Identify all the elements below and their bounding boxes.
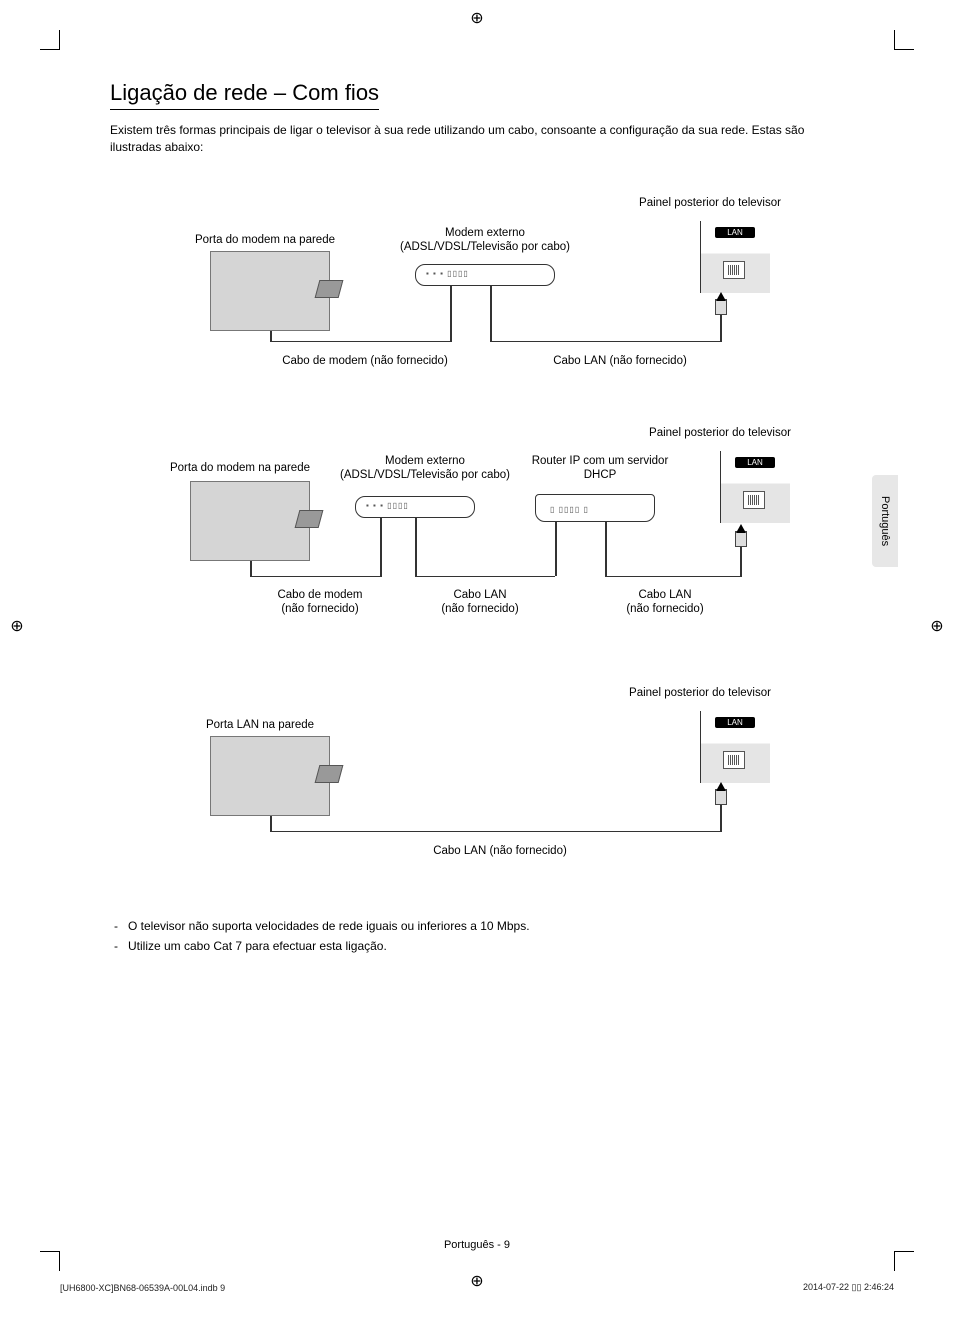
lan-jack-icon — [743, 491, 765, 509]
arrow-icon — [716, 292, 726, 301]
cable-line — [270, 831, 720, 833]
wall-port-icon — [210, 736, 330, 816]
cable-line — [740, 546, 742, 577]
registration-mark: ⊕ — [468, 1273, 486, 1291]
tv-panel-label: Painel posterior do televisor — [620, 196, 800, 210]
tv-port-icon: LAN — [700, 711, 770, 783]
cable-line — [415, 576, 555, 578]
modem-title-label: Modem externo (ADSL/VDSL/Televisão por c… — [325, 454, 525, 483]
plug-icon — [715, 299, 727, 315]
cable-line — [250, 561, 252, 576]
modem-icon — [355, 496, 475, 518]
cable-line — [555, 522, 557, 576]
cable-line — [605, 576, 740, 578]
wall-lan-port-label: Porta LAN na parede — [170, 718, 350, 732]
crop-mark — [894, 30, 914, 50]
lan-port-label: LAN — [715, 227, 755, 238]
cable-lan-label: Cabo LAN (não fornecido) — [520, 354, 720, 368]
diagram-3: Painel posterior do televisor Porta LAN … — [110, 686, 830, 866]
plug-icon — [735, 531, 747, 547]
wall-port-label: Porta do modem na parede — [140, 461, 340, 475]
registration-mark: ⊕ — [928, 618, 946, 636]
router-title-label: Router IP com um servidor DHCP — [505, 454, 695, 483]
router-icon — [535, 494, 655, 522]
registration-mark: ⊕ — [8, 618, 26, 636]
crop-mark — [40, 30, 60, 50]
note-item: O televisor não suporta velocidades de r… — [110, 916, 850, 936]
footer-page-number: Português - 9 — [0, 1239, 954, 1251]
modem-title-label: Modem externo (ADSL/VDSL/Televisão por c… — [385, 226, 585, 255]
cable-lan-label: Cabo LAN (não fornecido) — [390, 844, 610, 858]
page-title: Ligação de rede – Com fios — [110, 80, 379, 110]
diagram-2: Painel posterior do televisor Porta do m… — [110, 426, 830, 636]
tv-port-icon: LAN — [700, 221, 770, 293]
tv-panel-label: Painel posterior do televisor — [620, 426, 820, 440]
wall-port-icon — [210, 251, 330, 331]
modem-icon — [415, 264, 555, 286]
arrow-icon — [736, 524, 746, 533]
notes-list: O televisor não suporta velocidades de r… — [110, 916, 850, 957]
footer-timestamp: 2014-07-22 ▯▯ 2:46:24 — [803, 1282, 894, 1293]
crop-mark — [894, 1251, 914, 1271]
cable-line — [490, 341, 720, 343]
cable-line — [450, 286, 452, 341]
lan-jack-icon — [723, 751, 745, 769]
wall-port-icon — [190, 481, 310, 561]
cable-line — [490, 286, 492, 341]
diagram-1: Painel posterior do televisor Porta do m… — [110, 186, 830, 376]
crop-mark — [40, 1251, 60, 1271]
cable-modem-label: Cabo de modem (não fornecido) — [250, 588, 390, 617]
arrow-icon — [716, 782, 726, 791]
cable-line — [250, 576, 382, 578]
page-content: Ligação de rede – Com fios Existem três … — [110, 80, 850, 956]
language-tab-label: Português — [879, 496, 891, 546]
cable-line — [605, 522, 607, 576]
cable-line — [415, 518, 417, 576]
footer-file-info: [UH6800-XC]BN68-06539A-00L04.indb 9 — [60, 1283, 225, 1293]
cable-lan-label: Cabo LAN (não fornecido) — [410, 588, 550, 617]
cable-modem-label: Cabo de modem (não fornecido) — [255, 354, 475, 368]
lan-port-label: LAN — [735, 457, 775, 468]
wall-port-label: Porta do modem na parede — [165, 233, 365, 247]
cable-lan-label: Cabo LAN (não fornecido) — [595, 588, 735, 617]
intro-text: Existem três formas principais de ligar … — [110, 122, 850, 156]
language-tab: Português — [872, 475, 898, 567]
cable-line — [720, 804, 722, 832]
tv-port-icon: LAN — [720, 451, 790, 523]
cable-line — [270, 816, 272, 831]
registration-mark: ⊕ — [468, 10, 486, 28]
lan-port-label: LAN — [715, 717, 755, 728]
cable-line — [270, 331, 272, 341]
cable-line — [720, 314, 722, 342]
plug-icon — [715, 789, 727, 805]
note-item: Utilize um cabo Cat 7 para efectuar esta… — [110, 936, 850, 956]
lan-jack-icon — [723, 261, 745, 279]
tv-panel-label: Painel posterior do televisor — [600, 686, 800, 700]
cable-line — [380, 518, 382, 576]
cable-line — [270, 341, 452, 343]
